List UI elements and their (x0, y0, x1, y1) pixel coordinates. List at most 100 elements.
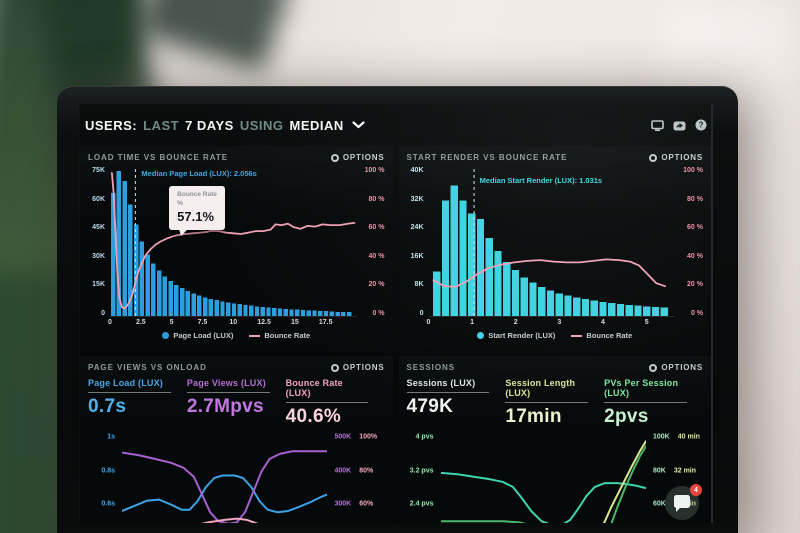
median-annotation: Median Start Render (LUX): 1.031s (479, 176, 603, 185)
metric-page-load: Page Load (LUX) 0.7s (88, 378, 187, 428)
legend-dot-icon (477, 332, 485, 339)
options-button[interactable]: OPTIONS (649, 363, 703, 372)
axis-tick: 3 (557, 319, 562, 326)
axis-tick: 60% (359, 500, 374, 508)
share-icon[interactable] (673, 120, 686, 131)
legend-bounce-rate[interactable]: Bounce Rate (571, 331, 632, 340)
axis-tick: 0 (426, 319, 431, 326)
load-time-chart-plot: Median Page Load (LUX): 2.056s Bounce Ra… (110, 167, 357, 317)
series-line (122, 450, 327, 523)
chat-widget-button[interactable]: 4 (665, 484, 702, 520)
metric-pvs-per-session: PVs Per Session (LUX) 2pvs (604, 378, 703, 428)
page-views-chart-plot (122, 431, 327, 523)
series-line (122, 474, 327, 514)
axis-tick: 10 (229, 319, 238, 326)
bounce-rate-line (111, 172, 356, 310)
start-render-chart-plot: Median Start Render (LUX): 1.031s (428, 167, 675, 317)
axis-tick: 4 pvs (415, 433, 434, 441)
dashboard-header: USERS: LAST 7 DAYS USING MEDIAN (80, 110, 711, 140)
legend-bounce-rate[interactable]: Bounce Rate (249, 331, 310, 340)
legend-line-icon (571, 334, 583, 337)
axis-tick: 500K (334, 433, 352, 441)
chart-legend: Page Load (LUX) Bounce Rate (88, 328, 385, 343)
chat-bubble-icon (674, 495, 690, 512)
metric-bounce-rate: Bounce Rate (LUX) 40.6% (285, 378, 385, 428)
y-axis-right: 100 % 80 % 60 % 40 % 20 % 0 % (675, 167, 703, 317)
panel-grid: LOAD TIME VS BOUNCE RATE OPTIONS 75K 60K 4… (80, 146, 711, 523)
axis-tick: 0 (108, 319, 112, 326)
chevron-down-icon (352, 121, 365, 129)
gear-icon (330, 153, 339, 162)
title-last: LAST (143, 117, 180, 133)
axis-tick: 8K (414, 281, 424, 289)
y-axis-left: 75K 60K 45K 30K 15K 0 (88, 167, 110, 317)
metric-page-views: Page Views (LUX) 2.7Mpvs (186, 378, 286, 428)
bounce-rate-line (432, 258, 666, 288)
bars (432, 185, 668, 316)
axis-tick: 32K (410, 195, 424, 203)
series-line (440, 445, 646, 523)
axis-tick: 30K (92, 252, 105, 260)
median-annotation: Median Page Load (LUX): 2.056s (141, 169, 257, 178)
help-icon[interactable]: ? (695, 119, 707, 131)
title-users: USERS: (85, 117, 138, 133)
axis-tick: 60K (92, 195, 105, 203)
chart-canvas (440, 440, 646, 523)
metric-underline (186, 392, 270, 393)
chart-canvas (122, 450, 327, 523)
options-button[interactable]: OPTIONS (330, 153, 385, 162)
metric-underline (604, 402, 687, 403)
title-7days: 7 DAYS (185, 117, 234, 133)
metric-underline (505, 402, 589, 403)
gear-icon (330, 363, 339, 372)
axis-tick: 60 % (687, 224, 703, 232)
axis-tick-row: 80K 32 min (653, 467, 703, 474)
panel-page-views-vs-onload: PAGE VIEWS VS ONLOAD OPTIONS Page Load (… (80, 356, 393, 523)
axis-tick: 300K (334, 500, 352, 508)
sessions-chart-plot (440, 431, 646, 523)
title-using: USING (239, 117, 284, 133)
x-axis: 0 1 2 3 4 5 (426, 319, 676, 328)
y-axis-right: 100 % 80 % 60 % 40 % 20 % 0 % (357, 167, 385, 317)
axis-tick: 40K (410, 167, 424, 174)
axis-tick: 40 % (687, 252, 703, 260)
axis-tick: 400K (334, 467, 352, 475)
axis-tick: 40 % (368, 252, 385, 260)
metric-underline (285, 402, 369, 403)
series-line (602, 440, 646, 523)
panel-title: START RENDER VS BOUNCE RATE (406, 153, 568, 162)
options-button[interactable]: OPTIONS (330, 363, 385, 372)
chart-canvas (110, 169, 356, 316)
options-button[interactable]: OPTIONS (649, 153, 703, 162)
dashboard: USERS: LAST 7 DAYS USING MEDIAN (80, 110, 711, 523)
axis-tick: 5 (644, 319, 649, 326)
panel-sessions: SESSIONS OPTIONS Sessions (LUX) 479K Ses… (398, 356, 711, 523)
axis-tick-row: 100K 40 min (653, 434, 703, 441)
metric-sessions: Sessions (LUX) 479K (406, 378, 506, 428)
svg-text:?: ? (699, 121, 704, 130)
users-range-dropdown[interactable]: USERS: LAST 7 DAYS USING MEDIAN (85, 118, 365, 133)
y-axis-left: 1s0.8s0.6s0.4s (88, 431, 122, 523)
axis-tick: 15K (92, 281, 105, 289)
axis-tick: 16K (410, 252, 424, 260)
axis-tick: 7.5 (197, 319, 208, 326)
axis-tick: 80 % (368, 195, 385, 203)
axis-tick: 40 min (677, 433, 700, 441)
display-icon[interactable] (651, 119, 664, 131)
axis-tick: 0 % (690, 309, 703, 317)
legend-page-load[interactable]: Page Load (LUX) (162, 331, 233, 340)
bounce-rate-tooltip: Bounce Rate % 57.1% (169, 186, 225, 231)
axis-tick-row: 400K 80% (335, 467, 385, 474)
metric-row: Page Load (LUX) 0.7s Page Views (LUX) 2.… (88, 378, 385, 428)
legend-start-render[interactable]: Start Render (LUX) (477, 331, 555, 340)
metric-row: Sessions (LUX) 479K Session Length (LUX)… (406, 378, 704, 428)
axis-tick: 32 min (673, 467, 697, 475)
axis-tick: 60 % (368, 224, 385, 232)
axis-tick: 0.8s (101, 467, 115, 475)
axis-tick: 1s (107, 433, 115, 441)
gear-icon (649, 363, 658, 372)
axis-tick: 0 % (372, 309, 385, 317)
metric-underline (88, 392, 171, 393)
chart-canvas (432, 169, 668, 316)
